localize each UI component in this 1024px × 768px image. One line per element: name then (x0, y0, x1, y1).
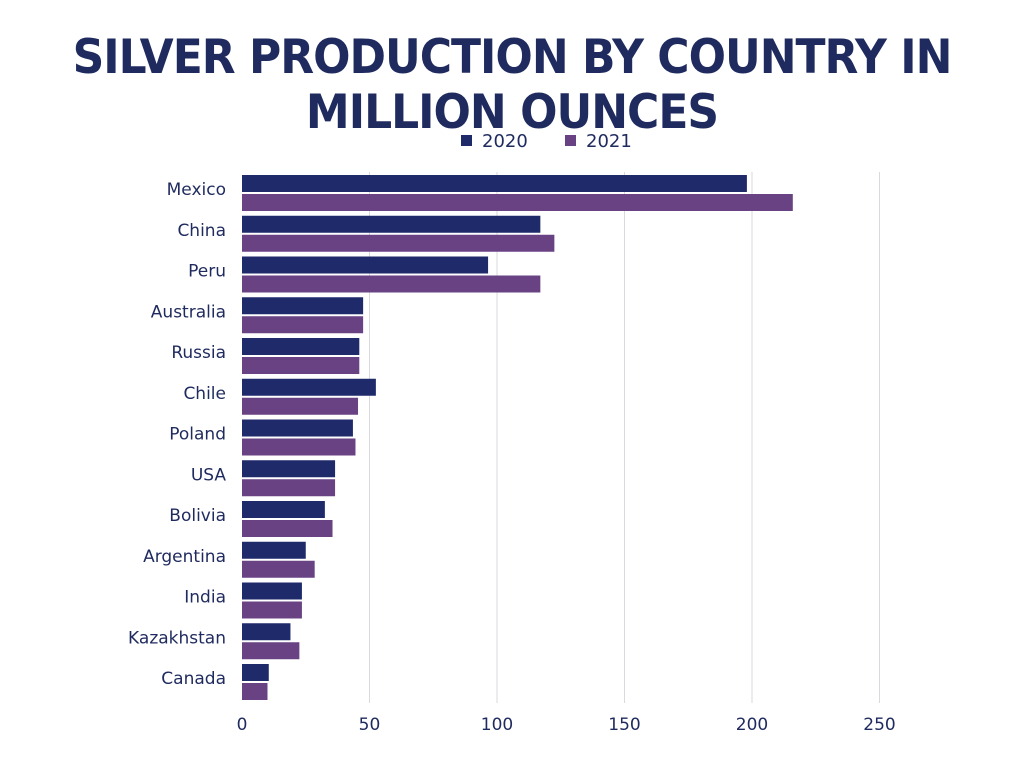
chart-title: SILVER PRODUCTION BY COUNTRY IN MILLION … (72, 29, 953, 141)
bar-china-2020 (242, 215, 541, 233)
legend-label-2021: 2021 (586, 131, 632, 152)
bar-usa-2020 (242, 460, 336, 478)
bar-poland-2020 (242, 419, 353, 437)
category-label-mexico: Mexico (167, 180, 226, 200)
category-label-bolivia: Bolivia (169, 506, 226, 526)
bar-argentina-2020 (242, 541, 306, 559)
legend-swatch-2021 (565, 135, 576, 146)
bar-india-2020 (242, 582, 302, 600)
bar-russia-2021 (242, 357, 360, 374)
bar-peru-2021 (242, 275, 541, 293)
bar-australia-2021 (242, 316, 364, 334)
x-tick-label-50: 50 (359, 715, 381, 735)
bar-bolivia-2020 (242, 501, 325, 518)
bar-peru-2020 (242, 256, 489, 274)
bar-chile-2020 (242, 378, 376, 396)
bar-bolivia-2021 (242, 520, 333, 537)
bar-mexico-2021 (242, 194, 793, 211)
x-tick-label-200: 200 (736, 715, 768, 735)
bar-argentina-2021 (242, 560, 315, 578)
category-label-chile: Chile (183, 384, 226, 404)
category-label-china: China (177, 221, 226, 241)
category-label-russia: Russia (171, 343, 226, 363)
category-label-argentina: Argentina (143, 547, 226, 567)
bar-poland-2021 (242, 438, 356, 456)
category-label-peru: Peru (188, 262, 226, 282)
x-tick-label-250: 250 (863, 715, 895, 735)
category-label-usa: USA (191, 465, 227, 485)
bar-russia-2020 (242, 338, 360, 355)
bar-mexico-2020 (242, 175, 747, 192)
bar-canada-2020 (242, 664, 269, 681)
x-tick-label-100: 100 (481, 715, 513, 735)
bar-chile-2021 (242, 397, 359, 415)
category-label-poland: Poland (169, 425, 226, 445)
bar-china-2021 (242, 234, 555, 252)
legend-swatch-2020 (461, 135, 472, 146)
x-tick-label-0: 0 (237, 715, 248, 735)
x-tick-label-150: 150 (608, 715, 640, 735)
bar-usa-2021 (242, 479, 336, 497)
bar-india-2021 (242, 601, 302, 619)
category-label-canada: Canada (161, 669, 226, 689)
bar-kazakhstan-2020 (242, 623, 291, 641)
bar-australia-2020 (242, 297, 364, 315)
category-label-australia: Australia (151, 302, 226, 322)
category-label-india: India (184, 588, 226, 608)
legend-label-2020: 2020 (482, 131, 528, 152)
bar-canada-2021 (242, 683, 268, 700)
category-label-kazakhstan: Kazakhstan (128, 628, 226, 648)
bar-kazakhstan-2021 (242, 642, 300, 660)
